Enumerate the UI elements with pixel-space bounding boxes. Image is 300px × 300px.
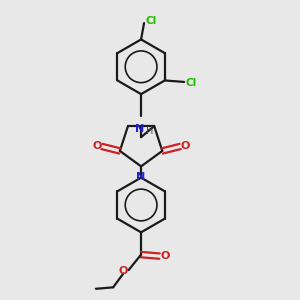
Text: N: N <box>136 172 146 182</box>
Text: O: O <box>92 141 101 151</box>
Text: H: H <box>146 126 153 136</box>
Text: O: O <box>160 251 170 261</box>
Text: N: N <box>135 124 144 134</box>
Text: Cl: Cl <box>146 16 157 26</box>
Text: Cl: Cl <box>186 78 197 88</box>
Text: O: O <box>118 266 128 276</box>
Text: O: O <box>181 141 190 151</box>
